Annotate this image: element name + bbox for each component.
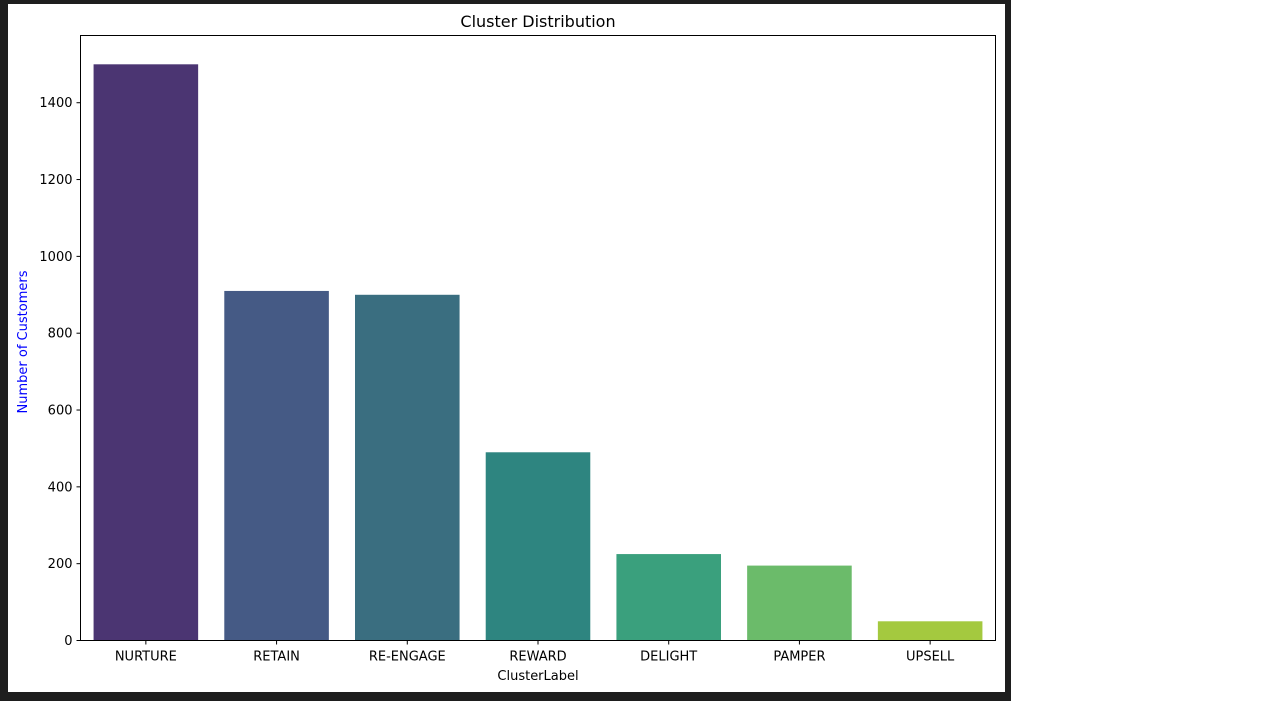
x-tick-label: NURTURE <box>115 650 177 665</box>
plot-area-border <box>80 35 996 641</box>
x-tick-label: PAMPER <box>773 650 825 665</box>
y-tick-label: 800 <box>48 327 73 342</box>
y-axis-label: Number of Customers <box>16 270 31 413</box>
x-tick-label: UPSELL <box>906 650 955 665</box>
x-tick-label: REWARD <box>509 650 566 665</box>
y-tick-label: 0 <box>64 634 72 649</box>
y-tick-label: 600 <box>48 404 73 419</box>
y-tick-label: 1000 <box>39 250 72 265</box>
bar-upsell <box>877 621 983 641</box>
bar-retain <box>224 290 329 641</box>
bar-delight <box>616 554 721 641</box>
x-axis-label: ClusterLabel <box>497 669 578 684</box>
window-frame: Cluster Distribution ClusterLabel Number… <box>0 0 1011 701</box>
y-tick-label: 1200 <box>39 173 72 188</box>
bar-reward <box>485 452 591 641</box>
x-tick-label: RE-ENGAGE <box>369 650 446 665</box>
y-tick-label: 200 <box>48 557 73 572</box>
bar-chart: Cluster Distribution ClusterLabel Number… <box>16 12 996 684</box>
y-tick-label: 400 <box>48 480 73 495</box>
chart-title: Cluster Distribution <box>460 12 615 31</box>
x-ticks-group: NURTURE RETAIN RE-ENGAGE REWARD DELIGHT PAMPE… <box>115 640 955 665</box>
bars-group <box>93 64 983 641</box>
bar-nurture <box>93 64 199 641</box>
bar-pamper <box>747 565 852 641</box>
x-tick-label: DELIGHT <box>640 650 697 665</box>
figure-canvas: Cluster Distribution ClusterLabel Number… <box>8 4 1005 692</box>
y-ticks-group: 0 200 400 600 800 1000 1200 1400 <box>39 96 81 649</box>
y-tick-label: 1400 <box>39 96 72 111</box>
bar-re-engage <box>355 294 460 641</box>
x-tick-label: RETAIN <box>253 650 300 665</box>
